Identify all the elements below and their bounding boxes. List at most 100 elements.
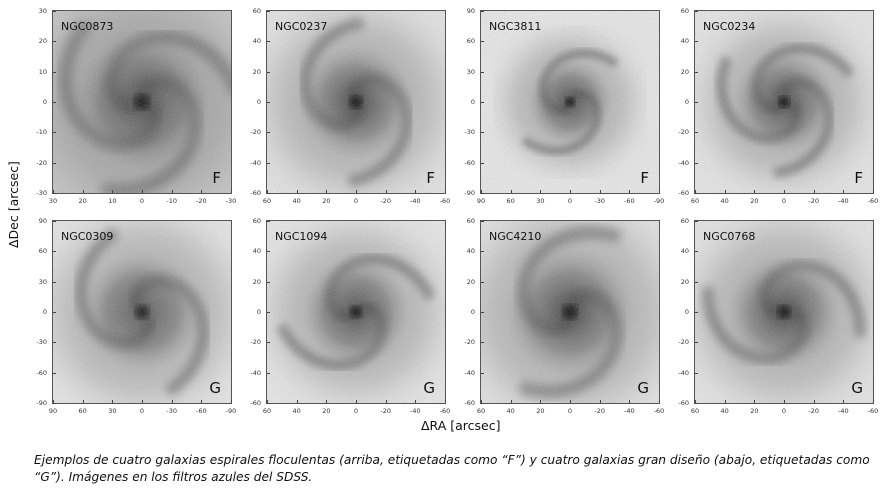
x-tick-label: -10 [166, 197, 177, 205]
y-tick-label: 60 [680, 217, 689, 225]
x-tick-mark [231, 190, 232, 193]
y-tick-label: -60 [250, 189, 261, 197]
y-tick-label: -60 [464, 158, 475, 167]
x-tick-label: -60 [439, 197, 451, 205]
y-tick-label: -60 [464, 399, 475, 407]
galaxy-image [267, 11, 445, 193]
y-tick-label: 30 [38, 7, 47, 15]
galaxy-class-label: F [640, 169, 649, 187]
x-tick-mark [724, 400, 726, 403]
x-tick-label: 20 [750, 197, 759, 205]
x-tick-mark [695, 400, 696, 403]
x-tick-label: 40 [720, 407, 729, 415]
x-tick-mark [201, 400, 203, 403]
x-tick-label: 40 [506, 407, 515, 415]
x-tick-label: -30 [166, 407, 177, 415]
y-tick-label: 0 [42, 308, 47, 316]
x-tick-mark [326, 400, 328, 403]
y-tick-mark [53, 342, 56, 344]
x-tick-mark [231, 400, 232, 403]
y-tick-label: 0 [470, 308, 475, 316]
y-tick-mark [267, 372, 270, 374]
x-tick-mark [510, 190, 512, 193]
y-tick-mark [267, 342, 270, 344]
x-tick-mark [843, 190, 845, 193]
x-tick-label: -60 [867, 197, 879, 205]
y-tick-label: -20 [678, 338, 689, 347]
y-tick-mark [695, 11, 698, 12]
x-tick-label: 10 [108, 197, 117, 205]
y-tick-mark [481, 193, 484, 194]
y-tick-label: 60 [252, 7, 261, 15]
y-tick-label: 60 [38, 247, 47, 256]
galaxy-panel-ngc1094: NGC1094 G 60 60 40 40 20 20 0 0 -20 -20 -40 -40 -60 -6… [250, 217, 450, 415]
galaxy-panel-ngc3811: NGC3811 F 90 90 60 60 30 30 0 0 -30 -30 -60 -60 -90 -9… [464, 7, 664, 205]
galaxy-class-label: G [423, 379, 435, 397]
y-tick-mark [267, 281, 270, 283]
x-tick-mark [445, 400, 446, 403]
x-tick-label: 20 [750, 407, 759, 415]
x-tick-label: -60 [439, 407, 451, 415]
galaxy-name: NGC0234 [703, 20, 756, 33]
y-tick-mark [695, 372, 698, 374]
x-tick-label: -20 [808, 407, 819, 415]
x-tick-mark [53, 400, 54, 403]
x-tick-mark [82, 190, 84, 193]
x-tick-mark [510, 400, 512, 403]
x-tick-label: 60 [78, 407, 87, 415]
x-tick-label: 0 [781, 407, 787, 415]
galaxy-name: NGC0768 [703, 230, 756, 243]
y-tick-label: 0 [256, 98, 261, 106]
x-tick-mark [570, 400, 571, 403]
x-tick-label: -60 [196, 407, 207, 415]
y-tick-label: 0 [684, 98, 689, 106]
y-tick-mark [695, 281, 698, 283]
x-tick-label: -20 [380, 407, 391, 415]
x-tick-label: -20 [196, 197, 207, 205]
x-tick-mark [171, 190, 173, 193]
x-tick-mark [445, 190, 446, 193]
x-tick-label: 30 [48, 197, 58, 205]
y-tick-mark [481, 403, 484, 404]
y-tick-mark [53, 221, 56, 222]
y-tick-label: 90 [466, 7, 475, 15]
y-tick-mark [267, 132, 270, 134]
y-tick-mark [53, 193, 56, 194]
x-tick-mark [754, 190, 756, 193]
y-tick-mark [695, 193, 698, 194]
y-tick-mark [267, 251, 270, 253]
x-tick-mark [326, 190, 328, 193]
y-tick-label: 40 [466, 247, 475, 256]
x-tick-mark [385, 190, 387, 193]
galaxy-image [53, 11, 231, 193]
y-tick-mark [267, 102, 270, 103]
y-tick-mark [695, 102, 698, 103]
x-tick-label: 0 [567, 197, 573, 205]
x-tick-label: -20 [380, 197, 391, 205]
x-tick-label: 20 [536, 407, 545, 415]
galaxy-panel-ngc0873: NGC0873 F 30 30 20 20 10 10 0 0 -10 -10 -20 -20 -30 -3… [36, 7, 236, 205]
y-tick-mark [481, 372, 484, 374]
y-tick-label: 0 [42, 98, 47, 106]
y-tick-mark [267, 71, 270, 73]
x-tick-mark [784, 190, 785, 193]
x-tick-label: 0 [139, 197, 145, 205]
x-tick-label: -30 [594, 197, 605, 205]
y-tick-mark [481, 132, 484, 134]
y-tick-mark [695, 162, 698, 164]
galaxy-image [267, 221, 445, 403]
y-tick-label: -20 [36, 158, 47, 167]
y-tick-label: -10 [36, 128, 47, 137]
galaxy-name: NGC0237 [275, 20, 328, 33]
x-tick-label: 0 [353, 197, 359, 205]
x-tick-mark [201, 190, 203, 193]
x-tick-mark [415, 400, 417, 403]
x-tick-label: 60 [690, 407, 700, 415]
y-tick-label: -60 [250, 399, 261, 407]
x-tick-mark [813, 400, 815, 403]
x-tick-mark [599, 400, 601, 403]
y-tick-label: 30 [38, 277, 47, 286]
x-tick-mark [481, 190, 482, 193]
y-tick-label: -20 [250, 338, 261, 347]
x-tick-label: -60 [624, 197, 635, 205]
